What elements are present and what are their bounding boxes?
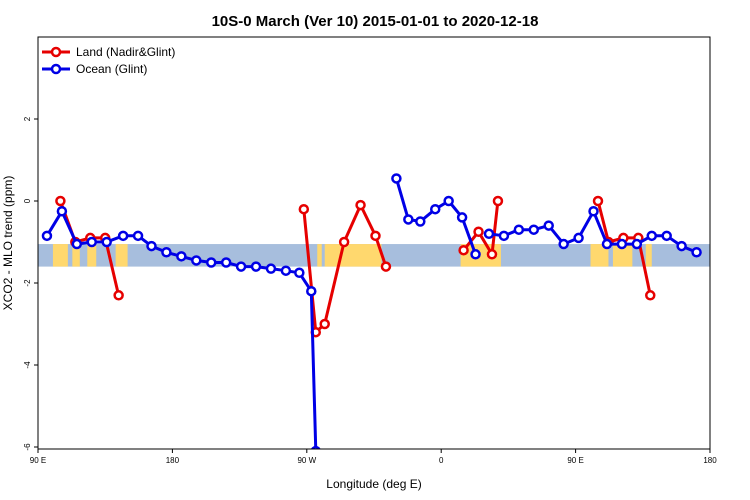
data-point [220,257,232,268]
legend: Land (Nadir&Glint) Ocean (Glint) [42,45,175,76]
data-point [338,236,350,248]
data-point [250,261,262,272]
y-tick-label: -4 [23,361,32,369]
data-point [458,244,469,256]
land-segment [645,244,652,267]
x-tick-label: 180 [703,456,717,465]
y-axis: -6 -4 -2 0 2 [23,116,38,451]
x-axis-label: Longitude (deg E) [326,477,421,491]
x-tick-label: 180 [166,456,180,465]
y-axis-label: XCO2 - MLO trend (ppm) [1,176,15,311]
data-point [380,261,392,272]
data-point [415,216,426,227]
data-point [355,199,366,211]
data-point [294,267,305,278]
plot-border [37,36,711,450]
data-point [265,263,277,274]
data-point [661,230,672,242]
x-tick-label: 90 E [567,456,583,465]
data-point [492,195,504,207]
data-point [146,240,157,252]
y-tick-label: -2 [23,279,32,287]
land-segment [115,244,128,267]
data-point [113,290,124,301]
data-point [543,220,554,231]
data-point [41,230,53,242]
data-point [117,230,129,242]
data-point [558,238,569,250]
data-point [443,195,454,207]
data-point [55,195,66,207]
data-point [645,290,656,301]
legend-marker-ocean [50,63,62,75]
data-point [616,238,628,250]
y-tick-label: 2 [23,116,32,121]
data-point [391,173,402,184]
data-point [486,249,498,260]
x-axis: 90 E 180 90 W 0 90 E 180 [30,449,717,465]
x-tick-label: 0 [439,456,444,465]
data-point [601,238,613,250]
land-segment [52,244,68,267]
chart-title: 10S-0 March (Ver 10) 2015-01-01 to 2020-… [212,13,539,30]
data-point [280,265,292,276]
data-point [646,230,658,242]
data-point [691,247,702,258]
data-point [456,212,468,223]
x-tick-label: 90 E [30,456,46,465]
data-point [573,232,584,244]
data-point [319,318,330,330]
data-point [513,224,525,235]
data-point [631,238,643,250]
data-point [191,255,202,266]
legend-item-land: Land (Nadir&Glint) [42,45,175,59]
land-segment [590,244,609,267]
data-point [483,228,495,240]
data-point [71,238,83,250]
plot-area [37,36,711,450]
data-point [56,206,68,217]
series-layer [41,173,702,449]
data-point [470,249,481,260]
land-segment [317,244,322,267]
legend-marker-land [50,46,62,58]
land-segment [612,244,633,267]
data-point [429,203,441,215]
series-ocean [41,173,702,449]
data-point [176,251,187,262]
land-segment [324,244,382,267]
data-point [161,247,172,258]
y-tick-label: 0 [23,198,32,203]
data-point [86,236,98,248]
data-point [588,206,599,217]
legend-item-ocean: Ocean (Glint) [42,62,147,76]
y-tick-label: -6 [23,443,32,451]
legend-label-land: Land (Nadir&Glint) [76,45,175,59]
data-point [370,230,381,242]
data-point [310,445,321,449]
data-point [306,285,317,297]
data-point [473,226,484,237]
data-point [235,261,247,272]
data-point [676,240,687,252]
land-segment [87,244,97,267]
data-point [403,214,414,225]
data-point [498,230,510,242]
data-point [592,195,604,207]
data-point [528,224,540,235]
data-point [298,203,310,215]
x-tick-label: 90 W [297,456,316,465]
data-point [205,257,217,268]
data-point [132,230,144,242]
legend-label-ocean: Ocean (Glint) [76,62,147,76]
data-point [101,236,112,248]
land-segment [72,244,80,267]
